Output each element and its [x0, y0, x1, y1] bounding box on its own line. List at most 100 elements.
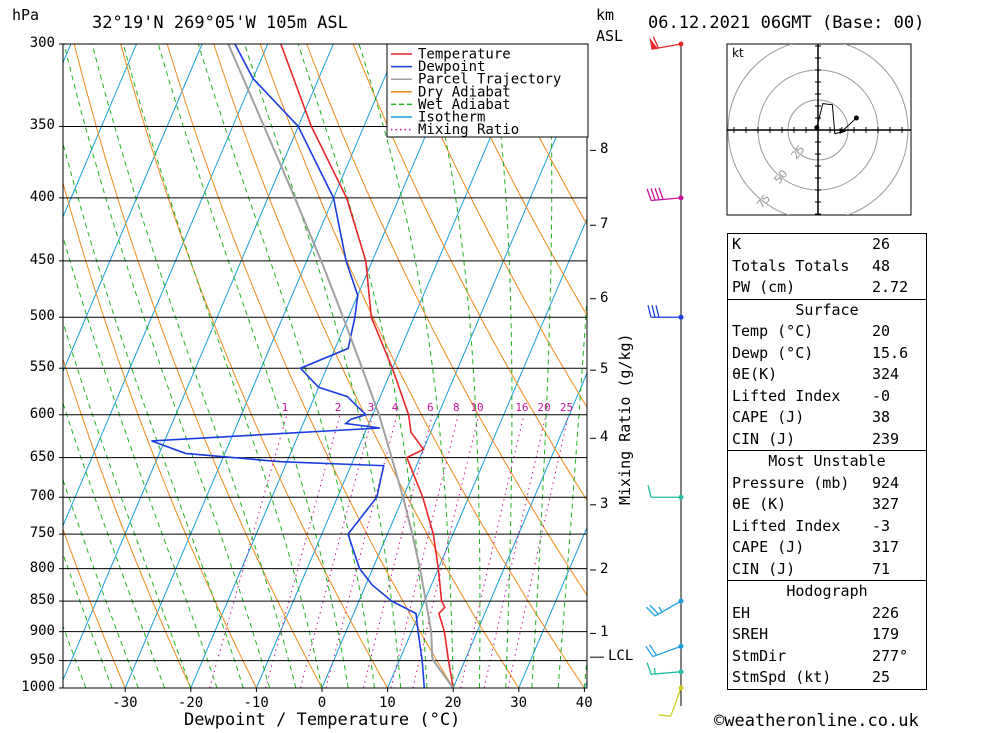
- stat-row: CAPE (J) 38: [728, 407, 926, 429]
- stat-value: 25: [872, 668, 891, 686]
- wet-adiabat-line: [63, 401, 166, 688]
- isotherm-line: [0, 44, 5, 688]
- hodograph-title: Hodograph: [786, 582, 868, 600]
- indices-table: K 26 Totals Totals 48 PW (cm) 2.72: [727, 233, 927, 300]
- temperature-tick-label: 30: [510, 695, 528, 711]
- stat-row: SREH 179: [728, 624, 926, 646]
- temperature-tick-label: -20: [177, 695, 204, 711]
- pressure-tick-label: 550: [29, 359, 55, 376]
- dry-adiabat-line: [63, 527, 126, 688]
- stat-key: Lifted Index: [732, 516, 841, 535]
- isotherm-line: [124, 44, 400, 688]
- parcel-trajectory-line: [227, 44, 455, 688]
- pressure-tick-label: 600: [29, 405, 55, 422]
- isotherm-line: [387, 217, 587, 688]
- wet-adiabat-line: [583, 654, 587, 688]
- wind-barb-flag: [651, 305, 656, 318]
- mixing-ratio-line: [300, 414, 374, 688]
- stat-key: θE(K): [732, 365, 778, 383]
- most-unstable-title: Most Unstable: [768, 452, 886, 470]
- stat-row: CAPE (J) 317: [728, 537, 926, 559]
- plot-area: 1 2 3 4 6 8 10 16 20 25: [0, 44, 587, 688]
- wet-adiabat-line: [489, 44, 513, 688]
- wind-barb-half-flag: [658, 606, 663, 613]
- stat-value: 48: [872, 256, 891, 275]
- stat-value: 239: [872, 429, 900, 448]
- wind-barb-flag: [645, 606, 656, 617]
- stat-value: 179: [872, 625, 900, 643]
- wet-adiabat-line: [557, 291, 587, 688]
- wet-adiabat-line: [63, 235, 218, 688]
- wet-adiabat-line: [297, 44, 428, 688]
- wind-barb-staff: [651, 197, 682, 202]
- mixing-ratio-label: 3: [368, 401, 375, 414]
- stat-row: StmDir 277°: [728, 646, 926, 668]
- mixing-ratio-label: 6: [427, 401, 434, 414]
- mixing-ratio-line: [265, 414, 341, 688]
- stat-key: Dewp (°C): [732, 343, 814, 362]
- pressure-tick-label: 300: [29, 35, 55, 51]
- pressure-tick-label: 800: [29, 559, 55, 576]
- wind-barb-staff: [651, 671, 682, 675]
- stat-key: SREH: [732, 625, 769, 643]
- isotherm-line: [63, 44, 269, 527]
- stat-row: EH 226: [728, 603, 926, 625]
- legend-item-label: Temperature: [418, 47, 511, 63]
- stat-key: K: [732, 235, 742, 253]
- wet-adiabat-line: [122, 44, 323, 688]
- pressure-tick-label: 350: [29, 117, 55, 134]
- stat-value: 71: [872, 559, 891, 578]
- mixing-ratio-label: 8: [453, 401, 460, 414]
- stat-row: CIN (J) 71: [728, 559, 926, 581]
- stat-value: 20: [872, 322, 891, 340]
- stat-row: StmSpd (kt) 25: [728, 667, 926, 689]
- legend-item-label: Wet Adiabat: [418, 97, 511, 113]
- legend-item-label: Mixing Ratio: [418, 122, 519, 138]
- hodograph-unit-label: kt: [732, 46, 744, 60]
- stat-value: 26: [872, 235, 891, 253]
- stat-key: θE (K): [732, 495, 787, 513]
- temperature-tick-label: -10: [243, 695, 269, 711]
- stat-row: K 26: [728, 234, 926, 256]
- wind-barb-flag: [650, 188, 656, 201]
- dry-adiabat-line: [166, 44, 454, 688]
- stat-value: 15.6: [872, 343, 909, 362]
- height-tick-label: 3: [600, 495, 609, 512]
- pressure-tick-label: 900: [29, 622, 55, 639]
- mixing-ratio-label: 16: [515, 401, 528, 414]
- wind-barb: [646, 662, 682, 675]
- pressure-tick-label: 400: [29, 188, 55, 205]
- stat-key: Totals Totals: [732, 256, 850, 275]
- stat-value: 2.72: [872, 278, 909, 296]
- dry-adiabat-line: [399, 44, 587, 409]
- mixing-ratio-label: 20: [537, 401, 550, 414]
- stat-row: Lifted Index -3: [728, 516, 926, 538]
- wind-barb-flag: [645, 645, 654, 657]
- mixing-ratio-label: 4: [392, 401, 399, 414]
- wind-barb-flag: [647, 485, 652, 498]
- pressure-tick-label: 650: [29, 448, 55, 465]
- stats-panel: K 26 Totals Totals 48 PW (cm) 2.72 Surface …: [727, 233, 927, 690]
- stat-key: StmSpd (kt): [732, 668, 832, 686]
- stat-key: StmDir: [732, 646, 787, 665]
- stat-value: -3: [872, 516, 891, 535]
- wind-barb: [645, 644, 682, 658]
- x-axis-title: Dewpoint / Temperature (°C): [184, 710, 461, 730]
- storm-motion-arrow: [839, 128, 846, 134]
- wet-adiabat-line: [244, 44, 402, 688]
- lcl-label: LCL: [608, 648, 634, 665]
- height-tick-label: 1: [600, 624, 609, 641]
- hodograph-table: Hodograph EH 226 SREH 179 StmDir 277° StmSp…: [727, 580, 927, 690]
- isotherm-line: [63, 44, 72, 64]
- wind-barb-staff: [670, 687, 682, 717]
- temperature-tick-label: -30: [112, 695, 138, 711]
- dry-adiabat-line: [213, 44, 520, 688]
- isotherm-line: [63, 44, 334, 682]
- temperature-tick-label: 20: [444, 695, 462, 711]
- hodograph-end-dot: [853, 115, 859, 121]
- wind-barb-flag: [652, 36, 659, 49]
- pressure-unit-label: hPa: [12, 6, 40, 24]
- legend-item-label: Isotherm: [418, 110, 485, 126]
- surface-title: Surface: [795, 300, 859, 319]
